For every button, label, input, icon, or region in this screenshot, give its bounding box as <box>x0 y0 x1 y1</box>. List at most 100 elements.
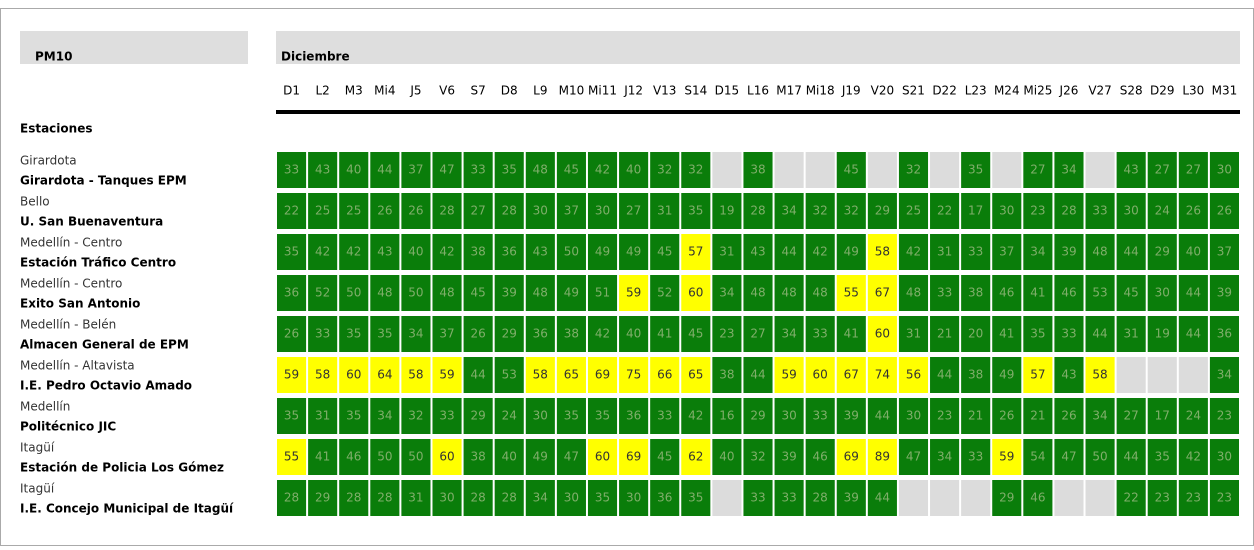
cell-value: 49 <box>844 245 859 259</box>
cell-value: 34 <box>1217 368 1232 382</box>
cell <box>1054 275 1084 311</box>
day-header: S14 <box>684 84 707 98</box>
cell-value: 24 <box>1186 409 1201 423</box>
cell-value: 28 <box>470 491 485 505</box>
cell-value: 33 <box>1061 327 1076 341</box>
cell-value: 34 <box>533 491 548 505</box>
cell-value: 36 <box>1217 327 1232 341</box>
cell <box>432 152 462 188</box>
cell-value: 36 <box>626 409 641 423</box>
cell-value: 31 <box>1124 327 1139 341</box>
cell-value: 26 <box>470 327 485 341</box>
cell <box>432 275 462 311</box>
cell <box>992 152 1022 188</box>
cell <box>308 152 338 188</box>
cell-value: 28 <box>377 491 392 505</box>
cell-value: 42 <box>346 245 361 259</box>
cell <box>463 398 493 434</box>
cell-value: 21 <box>1030 409 1045 423</box>
cell <box>1178 275 1208 311</box>
cell-value: 49 <box>595 245 610 259</box>
day-header: Mi11 <box>588 84 617 98</box>
cell <box>277 234 307 270</box>
cell-value: 25 <box>346 204 361 218</box>
cell <box>370 234 400 270</box>
cell <box>898 234 929 270</box>
cell-value: 23 <box>1155 491 1170 505</box>
cell-value: 30 <box>439 491 454 505</box>
cell <box>961 152 991 188</box>
cell-value: 57 <box>688 245 703 259</box>
cell-value: 44 <box>750 368 765 382</box>
cell-value: 39 <box>781 450 796 464</box>
cell <box>556 357 586 393</box>
cell-value: 30 <box>999 204 1014 218</box>
cell <box>1147 234 1177 270</box>
cell-value: 67 <box>875 286 890 300</box>
cell <box>930 398 960 434</box>
cell-value: 33 <box>937 286 952 300</box>
cell <box>339 357 369 393</box>
cell <box>619 439 649 475</box>
cell-value: 35 <box>346 327 361 341</box>
cell <box>556 439 586 475</box>
cell-value: 33 <box>315 327 330 341</box>
cell <box>930 152 960 188</box>
cell-value: 43 <box>533 245 548 259</box>
cell-value: 41 <box>844 327 859 341</box>
cell <box>712 357 742 393</box>
day-header: J12 <box>623 84 643 98</box>
cell-value: 65 <box>688 368 703 382</box>
cell <box>961 439 991 475</box>
cell-value: 31 <box>315 409 330 423</box>
cell <box>992 234 1022 270</box>
cell-value: 48 <box>1092 245 1107 259</box>
cell <box>1116 193 1146 229</box>
cell-value: 42 <box>813 245 828 259</box>
cell <box>961 357 991 393</box>
cell <box>370 480 400 516</box>
cell <box>650 480 680 516</box>
cell-value: 27 <box>626 204 641 218</box>
cell-value: 25 <box>906 204 921 218</box>
cell <box>805 234 835 270</box>
cell <box>1178 152 1208 188</box>
cell <box>587 316 618 352</box>
cell-value: 33 <box>439 409 454 423</box>
cell-value: 42 <box>1186 450 1201 464</box>
cell <box>1085 275 1115 311</box>
cell-value: 42 <box>688 409 703 423</box>
day-header: M17 <box>776 84 802 98</box>
municipality: Girardota <box>20 154 77 168</box>
cell <box>1209 439 1239 475</box>
cell <box>277 316 307 352</box>
cell-value: 39 <box>1217 286 1232 300</box>
cell-value: 42 <box>595 163 610 177</box>
cell <box>494 234 524 270</box>
cell-value: 47 <box>1061 450 1076 464</box>
cell-value: 47 <box>906 450 921 464</box>
day-header: S21 <box>902 84 925 98</box>
cell-value: 32 <box>906 163 921 177</box>
cell-value: 62 <box>688 450 703 464</box>
cell <box>494 316 524 352</box>
cell <box>1085 152 1115 188</box>
cell-value: 29 <box>470 409 485 423</box>
cell-value: 36 <box>284 286 299 300</box>
day-header: L23 <box>965 84 987 98</box>
cell-value: 44 <box>781 245 796 259</box>
cell-value: 26 <box>1061 409 1076 423</box>
cell-value: 47 <box>439 163 454 177</box>
cell <box>898 357 929 393</box>
cell-value: 23 <box>1217 409 1232 423</box>
cell <box>898 439 929 475</box>
cell-value: 59 <box>999 450 1014 464</box>
cell-value: 67 <box>844 368 859 382</box>
cell-value: 35 <box>688 204 703 218</box>
cell <box>1054 316 1084 352</box>
cell <box>992 357 1022 393</box>
cell <box>370 398 400 434</box>
cell <box>619 275 649 311</box>
cell <box>1023 398 1053 434</box>
cell-value: 28 <box>1061 204 1076 218</box>
